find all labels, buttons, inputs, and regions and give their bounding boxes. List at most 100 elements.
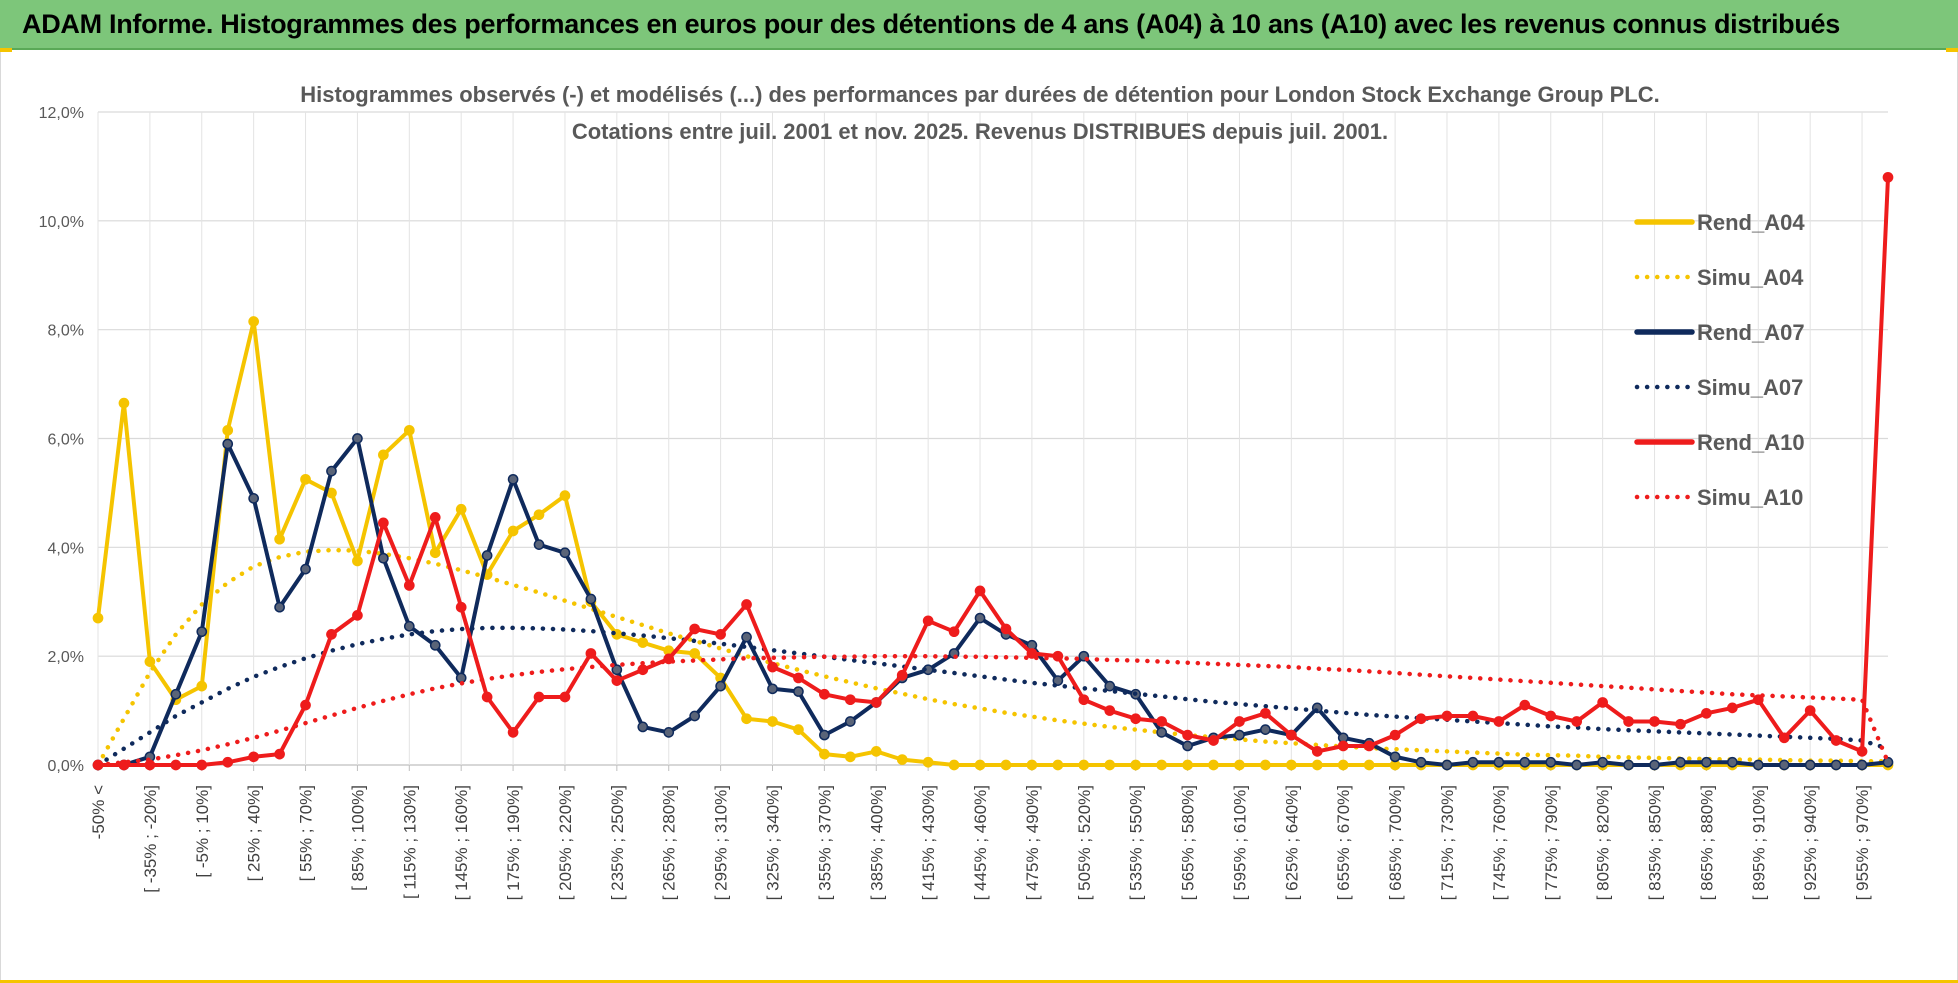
y-tick-label: 4,0%	[48, 540, 84, 557]
data-point-Rend_A07	[1545, 756, 1557, 768]
x-tick-label: [ 655% ; 670%]	[1334, 785, 1353, 900]
x-tick-label: [ 145% ; 160%]	[452, 785, 471, 900]
data-point-Rend_A10	[403, 580, 415, 591]
data-point-Rend_A10	[1778, 732, 1790, 744]
data-point-Rend_A10	[715, 629, 726, 640]
x-tick-label: [ 355% ; 370%]	[815, 785, 834, 900]
data-point-Rend_A10	[1441, 710, 1453, 722]
data-point-Rend_A10	[1649, 716, 1660, 727]
x-tick-label: [ 325% ; 340%]	[763, 785, 782, 900]
data-point-Rend_A04	[1311, 759, 1323, 771]
data-point-Rend_A10	[611, 675, 623, 687]
data-point-Rend_A04	[507, 525, 519, 537]
data-point-Rend_A10	[481, 691, 493, 703]
series-line-Simu_A04	[95, 547, 1891, 768]
x-tick-label: [ 475% ; 490%]	[1023, 785, 1042, 900]
data-point-Rend_A10	[767, 661, 778, 673]
data-point-Rend_A07	[793, 686, 804, 697]
data-point-Rend_A07	[559, 547, 571, 559]
series-line-Rend_A07	[96, 436, 1890, 767]
data-point-Rend_A10	[1493, 716, 1505, 727]
data-point-Rend_A10	[922, 615, 934, 627]
series-line-Simu_A07	[95, 625, 1891, 768]
data-point-Rend_A07	[767, 683, 778, 695]
x-tick-label: [ 535% ; 550%]	[1127, 785, 1146, 900]
data-point-Rend_A10	[689, 623, 701, 635]
data-point-Rend_A10	[326, 629, 337, 640]
bottom-rule	[0, 980, 1958, 983]
data-point-Rend_A10	[1285, 729, 1297, 741]
data-point-Rend_A04	[1026, 759, 1038, 771]
data-point-Rend_A07	[715, 680, 726, 692]
series-line-Rend_A04	[96, 319, 1890, 767]
data-point-Rend_A07	[352, 433, 363, 444]
y-tick-label: 6,0%	[48, 432, 84, 449]
data-point-Rend_A04	[300, 473, 311, 485]
data-point-Rend_A04	[222, 424, 234, 436]
data-point-Rend_A10	[1337, 740, 1349, 752]
y-tick-label: 8,0%	[48, 323, 84, 340]
data-point-Rend_A10	[170, 759, 182, 771]
x-tick-label: [ -5% ; 10%]	[193, 785, 212, 878]
data-point-Rend_A07	[196, 626, 208, 638]
x-tick-label: [ -35% ; -20%]	[141, 785, 160, 893]
data-point-Rend_A10	[559, 691, 571, 703]
data-point-Rend_A10	[1545, 710, 1557, 722]
legend-label-Simu_A07: Simu_A07	[1697, 375, 1803, 400]
data-point-Rend_A07	[222, 438, 234, 450]
corner-accent-left	[0, 48, 12, 52]
data-point-Rend_A10	[300, 699, 311, 711]
grid-layer	[97, 111, 1888, 766]
data-point-Rend_A07	[689, 710, 701, 722]
data-point-Rend_A04	[922, 756, 934, 768]
x-tick-label: [ 685% ; 700%]	[1386, 785, 1405, 900]
data-point-Rend_A04	[741, 713, 752, 725]
data-point-Rend_A04	[896, 754, 908, 765]
data-point-Rend_A07	[1830, 759, 1842, 771]
data-point-Rend_A07	[1649, 759, 1660, 771]
data-point-Rend_A10	[1701, 707, 1712, 719]
x-tick-label: [ 925% ; 940%]	[1801, 785, 1820, 900]
x-tick-label: [ 505% ; 520%]	[1075, 785, 1094, 900]
data-point-Rend_A07	[455, 672, 467, 684]
y-tick-label: 10,0%	[39, 214, 84, 231]
data-point-Rend_A04	[1130, 759, 1142, 771]
data-point-Rend_A07	[1778, 759, 1790, 771]
x-tick-label: [ 625% ; 640%]	[1282, 785, 1301, 900]
data-point-Rend_A10	[222, 756, 234, 768]
data-point-Rend_A10	[844, 694, 856, 706]
x-tick-label: [ 415% ; 430%]	[919, 785, 938, 900]
data-point-Rend_A07	[1104, 680, 1116, 692]
data-point-Rend_A07	[326, 465, 337, 477]
data-point-Rend_A10	[196, 759, 208, 771]
chart-title-line2: Cotations entre juil. 2001 et nov. 2025.…	[572, 119, 1388, 144]
data-point-Rend_A07	[1182, 740, 1193, 752]
legend-label-Rend_A10: Rend_A10	[1697, 430, 1805, 455]
data-point-Rend_A10	[948, 626, 960, 638]
series-line-Simu_A10	[95, 653, 1891, 768]
data-point-Rend_A07	[378, 552, 389, 564]
data-point-Rend_A07	[611, 664, 623, 676]
x-tick-label: [ 115% ; 130%]	[400, 785, 419, 899]
x-tick-label: [ 85% ; 100%]	[348, 785, 367, 891]
y-tick-label: 0,0%	[48, 758, 84, 775]
data-point-Rend_A10	[1597, 697, 1608, 708]
header-bar: ADAM Informe. Histogrammes des performan…	[0, 0, 1958, 50]
x-tick-label: [ 175% ; 190%]	[504, 785, 523, 900]
x-tick-label: -50% <	[89, 785, 108, 839]
data-point-Rend_A04	[248, 316, 260, 327]
data-point-Rend_A10	[1026, 648, 1038, 659]
data-point-Rend_A04	[378, 449, 389, 461]
x-tick-label: [ 385% ; 400%]	[867, 785, 886, 900]
data-point-Rend_A10	[455, 601, 467, 613]
data-point-Rend_A10	[741, 599, 752, 610]
data-point-Rend_A10	[1830, 735, 1842, 746]
data-point-Rend_A10	[274, 748, 285, 760]
data-point-Rend_A04	[403, 424, 415, 436]
data-point-Rend_A10	[585, 648, 597, 659]
legend-label-Simu_A10: Simu_A10	[1697, 485, 1803, 510]
data-point-Rend_A10	[1208, 735, 1219, 746]
y-tick-label: 12,0%	[39, 105, 84, 122]
header-title: ADAM Informe. Histogrammes des performan…	[22, 9, 1840, 39]
data-point-Rend_A10	[1389, 729, 1401, 741]
